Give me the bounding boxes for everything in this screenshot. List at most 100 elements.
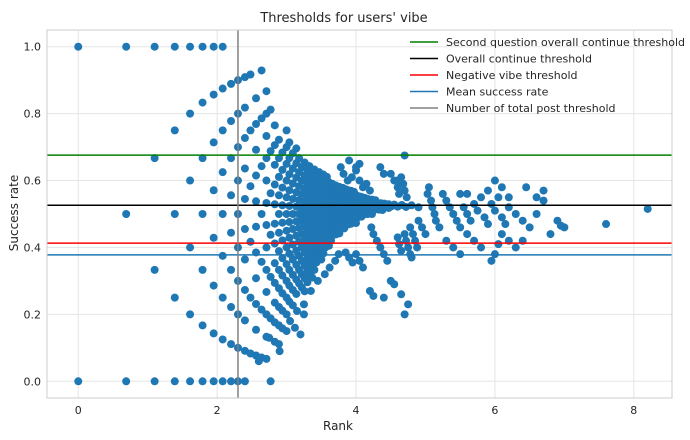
- data-point: [240, 255, 249, 264]
- data-point: [365, 186, 374, 195]
- data-point: [355, 176, 364, 185]
- data-point: [282, 126, 291, 135]
- data-point: [240, 377, 249, 386]
- data-point: [532, 193, 541, 202]
- data-point: [274, 135, 283, 144]
- data-point: [313, 276, 322, 285]
- data-point: [209, 233, 218, 242]
- data-point: [257, 210, 266, 218]
- data-point: [270, 200, 279, 209]
- data-point: [424, 183, 433, 192]
- data-point: [347, 173, 356, 182]
- data-point: [227, 79, 236, 88]
- data-point: [262, 154, 271, 163]
- data-point: [306, 286, 315, 295]
- data-point: [317, 255, 326, 264]
- data-point: [122, 42, 131, 51]
- data-point: [379, 169, 388, 178]
- data-point: [218, 126, 227, 135]
- data-point: [246, 293, 255, 302]
- data-point: [556, 221, 565, 230]
- data-point: [252, 94, 261, 103]
- data-point: [483, 186, 492, 195]
- data-point: [170, 293, 179, 302]
- data-point: [274, 172, 283, 181]
- data-point: [477, 243, 486, 252]
- data-point: [252, 299, 261, 308]
- data-point: [186, 42, 195, 51]
- data-point: [355, 159, 364, 168]
- y-axis-title: Success rate: [7, 175, 21, 252]
- data-point: [430, 210, 439, 218]
- legend: Second question overall continue thresho…: [410, 36, 685, 115]
- data-point: [352, 219, 361, 228]
- data-point: [423, 189, 432, 198]
- data-point: [209, 186, 218, 195]
- data-point: [257, 257, 266, 266]
- data-point: [209, 138, 218, 147]
- data-point: [292, 144, 301, 153]
- data-point: [355, 256, 364, 265]
- data-point: [504, 203, 513, 212]
- data-point: [288, 179, 297, 188]
- data-point: [480, 213, 489, 222]
- data-point: [438, 189, 447, 198]
- data-point: [227, 228, 236, 237]
- data-point: [274, 247, 283, 256]
- data-point: [270, 121, 279, 130]
- data-point: [282, 226, 291, 235]
- data-point: [262, 265, 271, 274]
- data-point: [299, 300, 308, 309]
- data-point: [186, 109, 195, 118]
- data-point: [414, 216, 423, 225]
- data-point: [74, 42, 83, 51]
- data-point: [252, 145, 261, 154]
- data-point: [262, 287, 271, 296]
- y-tick-label: 0.0: [24, 375, 42, 388]
- data-point: [240, 164, 249, 173]
- data-point: [265, 333, 274, 342]
- data-point: [400, 230, 409, 239]
- legend-label: Overall continue threshold: [446, 53, 592, 66]
- data-point: [290, 323, 299, 332]
- data-point: [198, 265, 207, 274]
- data-point: [490, 176, 499, 185]
- data-point: [270, 219, 279, 228]
- data-point: [262, 221, 271, 230]
- data-point: [400, 310, 409, 319]
- data-point: [150, 42, 159, 51]
- data-point: [418, 223, 426, 232]
- data-point: [246, 126, 255, 135]
- data-point: [240, 194, 249, 203]
- y-tick-label: 0.6: [24, 175, 42, 188]
- y-tick-label: 1.0: [24, 41, 42, 54]
- data-point: [525, 223, 534, 232]
- data-point: [266, 105, 275, 114]
- data-point: [358, 263, 367, 272]
- data-point: [170, 377, 179, 386]
- data-point: [292, 289, 301, 298]
- data-point: [435, 223, 444, 232]
- data-point: [257, 162, 266, 171]
- data-point: [288, 301, 297, 310]
- data-point: [376, 163, 385, 172]
- data-point: [266, 147, 275, 156]
- data-point: [74, 377, 83, 386]
- data-point: [449, 243, 458, 252]
- data-point: [246, 70, 255, 79]
- data-point: [266, 230, 275, 239]
- data-point: [456, 223, 465, 232]
- data-point: [270, 160, 279, 169]
- data-point: [376, 243, 385, 252]
- y-tick-label: 0.4: [24, 241, 42, 254]
- data-point: [209, 329, 218, 338]
- data-point: [266, 272, 275, 281]
- data-point: [393, 233, 402, 242]
- data-point: [299, 310, 308, 319]
- data-point: [122, 377, 131, 386]
- data-point: [282, 310, 291, 319]
- data-point: [386, 169, 395, 178]
- data-point: [209, 281, 218, 290]
- data-point: [379, 293, 388, 302]
- data-point: [198, 42, 207, 51]
